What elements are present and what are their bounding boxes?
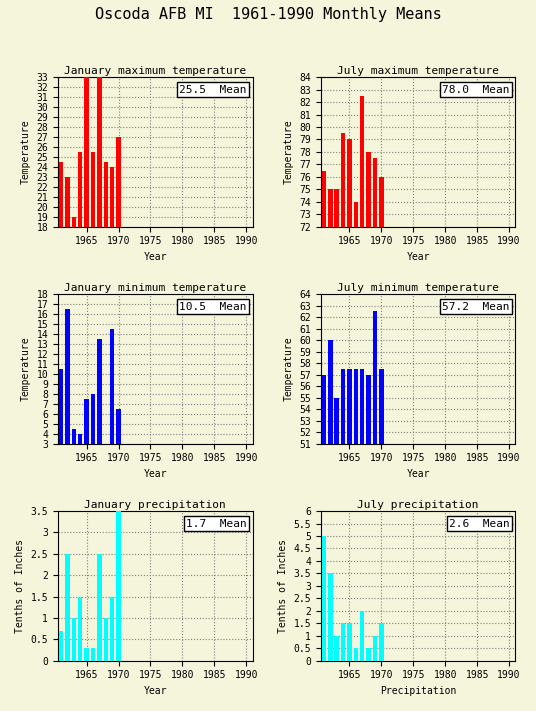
Bar — [360, 369, 364, 711]
Bar — [116, 137, 121, 406]
Bar — [367, 152, 371, 711]
Bar — [341, 369, 345, 711]
Bar — [116, 511, 121, 661]
Bar — [65, 554, 70, 661]
Title: July precipitation: July precipitation — [358, 501, 479, 510]
Bar — [91, 394, 95, 474]
Bar — [97, 554, 102, 661]
Title: July maximum temperature: July maximum temperature — [337, 66, 499, 76]
Bar — [84, 0, 89, 406]
Bar — [354, 202, 358, 711]
Bar — [379, 369, 384, 711]
Bar — [328, 574, 332, 661]
Y-axis label: Temperature: Temperature — [284, 336, 294, 401]
Bar — [373, 636, 377, 661]
Y-axis label: Temperature: Temperature — [284, 119, 294, 184]
Bar — [367, 375, 371, 711]
Bar — [78, 597, 83, 661]
Bar — [367, 648, 371, 661]
X-axis label: Year: Year — [406, 252, 430, 262]
Bar — [116, 409, 121, 474]
Bar — [84, 648, 89, 661]
Y-axis label: Tenths of Inches: Tenths of Inches — [15, 539, 25, 633]
Title: January maximum temperature: January maximum temperature — [64, 66, 247, 76]
Bar — [59, 369, 63, 474]
Title: July minimum temperature: July minimum temperature — [337, 283, 499, 294]
Bar — [110, 167, 114, 406]
Bar — [322, 375, 326, 711]
Bar — [103, 162, 108, 406]
Bar — [341, 133, 345, 711]
Bar — [65, 177, 70, 406]
Bar — [328, 189, 332, 711]
Text: 10.5  Mean: 10.5 Mean — [179, 301, 247, 311]
Bar — [347, 139, 352, 711]
Y-axis label: Temperature: Temperature — [21, 119, 31, 184]
Text: 2.6  Mean: 2.6 Mean — [449, 518, 510, 528]
Bar — [72, 618, 76, 661]
Bar — [379, 177, 384, 711]
Text: 78.0  Mean: 78.0 Mean — [442, 85, 510, 95]
Bar — [334, 189, 339, 711]
Bar — [373, 158, 377, 711]
Text: Oscoda AFB MI  1961-1990 Monthly Means: Oscoda AFB MI 1961-1990 Monthly Means — [95, 7, 441, 22]
Text: 57.2  Mean: 57.2 Mean — [442, 301, 510, 311]
Bar — [379, 624, 384, 661]
Bar — [334, 397, 339, 711]
X-axis label: Year: Year — [144, 252, 167, 262]
Bar — [354, 648, 358, 661]
Bar — [72, 429, 76, 474]
X-axis label: Year: Year — [144, 686, 167, 696]
Bar — [334, 636, 339, 661]
Bar — [110, 329, 114, 474]
Bar — [110, 597, 114, 661]
Bar — [59, 631, 63, 661]
Bar — [360, 96, 364, 711]
Bar — [347, 624, 352, 661]
Y-axis label: Temperature: Temperature — [21, 336, 31, 401]
Bar — [91, 648, 95, 661]
Bar — [347, 369, 352, 711]
Text: 25.5  Mean: 25.5 Mean — [179, 85, 247, 95]
Bar — [103, 618, 108, 661]
Bar — [97, 339, 102, 474]
Bar — [103, 459, 108, 474]
Bar — [322, 536, 326, 661]
Bar — [78, 152, 83, 406]
Text: 1.7  Mean: 1.7 Mean — [186, 518, 247, 528]
Bar — [91, 152, 95, 406]
Bar — [328, 340, 332, 711]
Bar — [373, 311, 377, 711]
Y-axis label: Tenths of Inches: Tenths of Inches — [278, 539, 288, 633]
Bar — [97, 0, 102, 406]
Bar — [84, 399, 89, 474]
X-axis label: Precipitation: Precipitation — [380, 686, 456, 696]
X-axis label: Year: Year — [144, 469, 167, 479]
Bar — [65, 309, 70, 474]
Bar — [341, 624, 345, 661]
Bar — [72, 217, 76, 406]
Title: January minimum temperature: January minimum temperature — [64, 283, 247, 294]
Bar — [354, 369, 358, 711]
Bar — [59, 162, 63, 406]
Bar — [78, 434, 83, 474]
Bar — [360, 611, 364, 661]
Title: January precipitation: January precipitation — [84, 501, 226, 510]
X-axis label: Year: Year — [406, 469, 430, 479]
Bar — [322, 171, 326, 711]
